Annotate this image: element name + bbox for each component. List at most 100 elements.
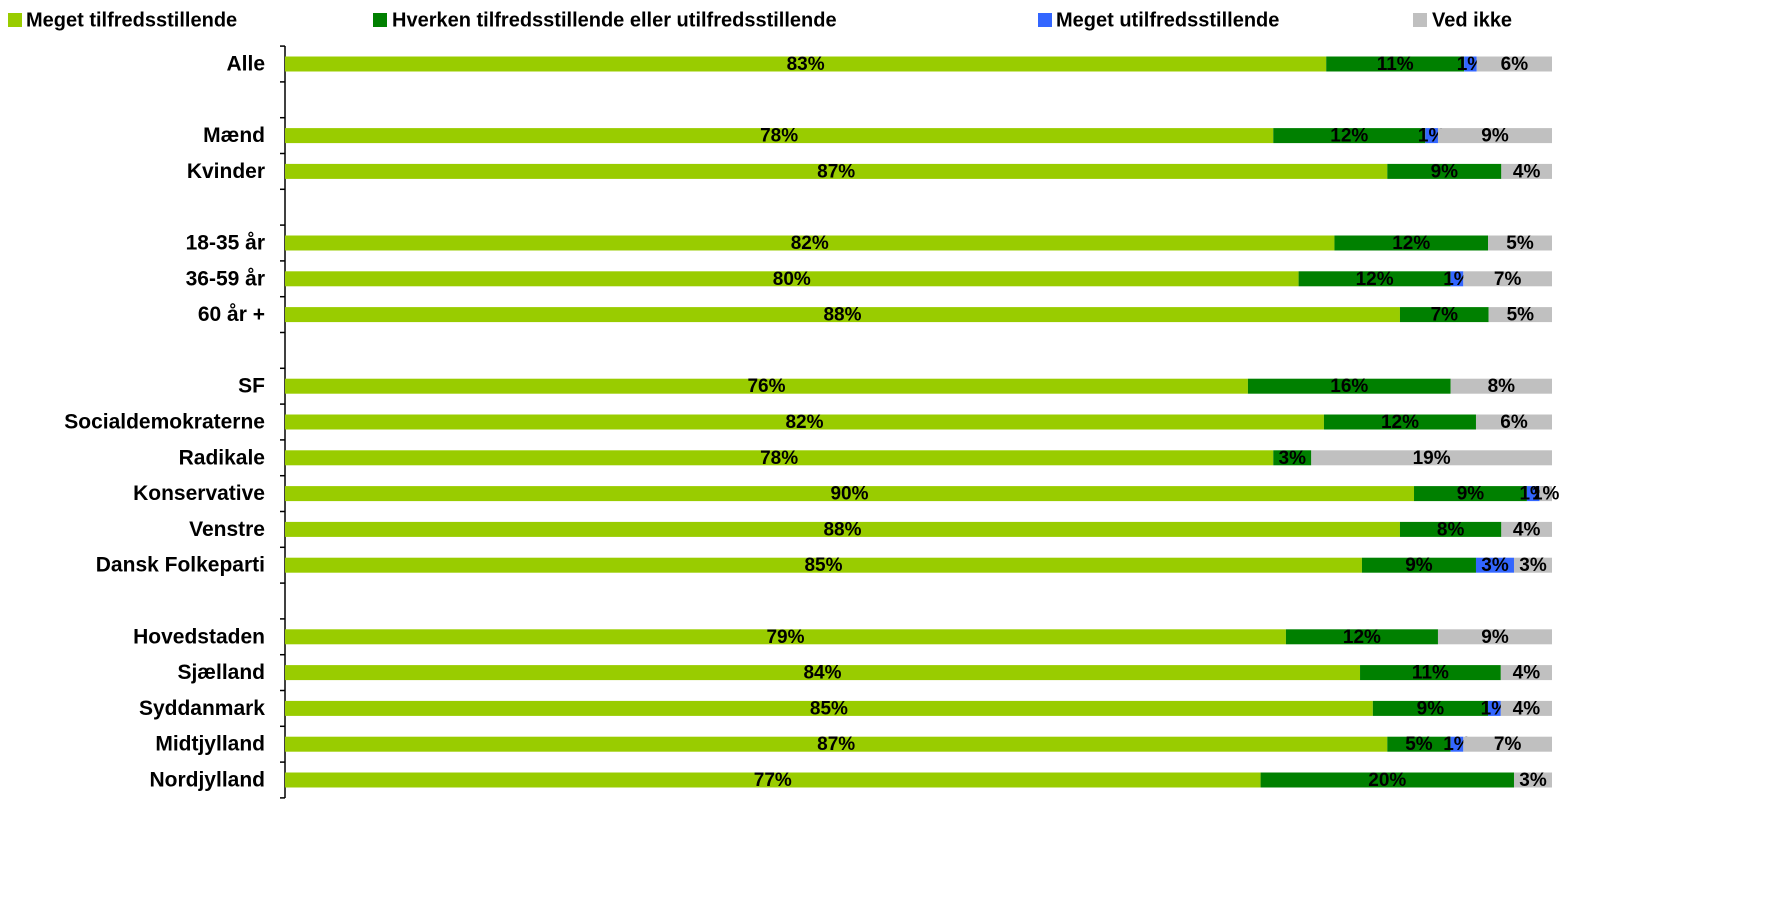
bar-segment <box>285 665 1361 681</box>
category-label: Alle <box>226 53 265 76</box>
bar-segment <box>1501 521 1552 537</box>
bar-segment <box>285 128 1274 144</box>
bar-segment <box>285 736 1388 752</box>
legend-swatch <box>373 13 387 27</box>
value-label: 9% <box>1481 627 1509 648</box>
value-label: 77% <box>754 770 792 791</box>
value-label: 87% <box>817 161 855 182</box>
bar-segment <box>285 557 1362 573</box>
bar-segment <box>285 450 1274 466</box>
value-label: 4% <box>1513 161 1541 182</box>
value-label: 9% <box>1481 126 1509 147</box>
bar-segment <box>1539 486 1552 502</box>
bar-segment <box>1334 235 1489 251</box>
bar-segment <box>1513 772 1552 788</box>
bar-segment <box>285 772 1261 788</box>
category-label: Syddanmark <box>139 697 265 720</box>
bar-segment <box>1260 772 1514 788</box>
bar-segment <box>1526 486 1540 502</box>
bar-segment <box>1323 414 1476 430</box>
bar-segment <box>1500 665 1552 681</box>
category-label: Konservative <box>133 482 265 505</box>
value-label: 4% <box>1513 663 1541 684</box>
value-label: 11% <box>1377 54 1414 75</box>
category-label: 18-35 år <box>186 232 265 255</box>
bar-segment <box>1437 629 1552 645</box>
value-label: 3% <box>1519 770 1547 791</box>
category-label: Radikale <box>179 446 265 469</box>
value-label: 6% <box>1501 54 1529 75</box>
value-label: 9% <box>1405 555 1433 576</box>
category-label: Dansk Folkeparti <box>96 554 265 577</box>
value-label: 12% <box>1330 126 1368 147</box>
value-label: 82% <box>785 412 823 433</box>
value-label: 11% <box>1412 663 1449 684</box>
legend-swatch <box>8 13 22 27</box>
value-label: 9% <box>1431 161 1459 182</box>
value-label: 12% <box>1381 412 1419 433</box>
bar-segment <box>1360 665 1501 681</box>
value-label: 12% <box>1356 269 1394 290</box>
bar-segment <box>1273 450 1312 466</box>
value-label: 88% <box>823 519 861 540</box>
value-label: 82% <box>791 233 829 254</box>
value-label: 88% <box>823 305 861 326</box>
bar-segment <box>1414 486 1527 502</box>
legend-swatch <box>1413 13 1427 27</box>
value-label: 4% <box>1513 698 1541 719</box>
bar-segment <box>1475 557 1514 573</box>
bar-segment <box>1475 414 1552 430</box>
bar-segment <box>285 700 1373 716</box>
bar-segment <box>1488 700 1501 716</box>
value-label: 5% <box>1507 305 1535 326</box>
value-label: 4% <box>1513 519 1541 540</box>
bar-segment <box>1361 557 1476 573</box>
bar-segment <box>285 271 1299 287</box>
value-label: 9% <box>1457 484 1485 505</box>
category-label: 36-59 år <box>186 267 265 290</box>
bar-segment <box>1273 128 1426 144</box>
bar-segment <box>1285 629 1438 645</box>
value-label: 3% <box>1481 555 1509 576</box>
bar-segment <box>285 307 1400 323</box>
value-label: 20% <box>1368 770 1406 791</box>
value-label: 3% <box>1279 448 1307 469</box>
value-label: 7% <box>1494 734 1522 755</box>
bar-segment <box>1501 163 1552 179</box>
bar-segment <box>1488 235 1552 251</box>
value-label: 8% <box>1437 519 1465 540</box>
bar-segment <box>1326 56 1465 72</box>
category-label: SF <box>238 375 265 398</box>
bar-segment <box>1450 736 1464 752</box>
bar-segment <box>1513 557 1552 573</box>
bar-segment <box>1399 521 1502 537</box>
value-label: 6% <box>1500 412 1528 433</box>
category-label: Mænd <box>203 124 265 147</box>
bar-segment <box>1437 128 1552 144</box>
bar-segment <box>1399 307 1489 323</box>
bar-segment <box>1387 736 1451 752</box>
value-label: 8% <box>1488 376 1516 397</box>
bar-segment <box>285 521 1400 537</box>
value-label: 76% <box>747 376 785 397</box>
bar-segment <box>285 163 1388 179</box>
bar-segment <box>1476 56 1552 72</box>
value-label: 9% <box>1417 698 1445 719</box>
value-label: 7% <box>1431 305 1459 326</box>
value-label: 79% <box>766 627 804 648</box>
bar-segment <box>1450 271 1464 287</box>
legend-label: Hverken tilfredsstillende eller utilfred… <box>392 9 837 31</box>
bar-segment <box>1387 163 1502 179</box>
legend-label: Ved ikke <box>1432 9 1512 31</box>
bar-segment <box>1425 128 1438 144</box>
value-label: 90% <box>830 484 868 505</box>
bar-segment <box>1488 307 1552 323</box>
value-label: 85% <box>804 555 842 576</box>
value-label: 19% <box>1413 448 1451 469</box>
category-label: Nordjylland <box>149 769 265 792</box>
bar-segment <box>1463 271 1552 287</box>
bar-segment <box>1247 378 1451 394</box>
bar-segment <box>1298 271 1451 287</box>
value-label: 84% <box>803 663 841 684</box>
